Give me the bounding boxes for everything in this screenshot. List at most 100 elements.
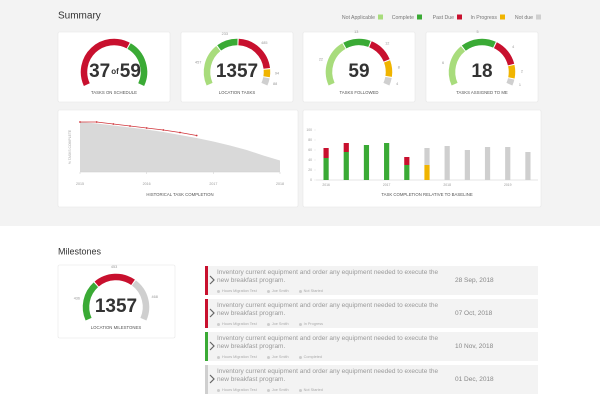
gauge-segment (508, 64, 516, 79)
bar-segment (404, 165, 410, 180)
y-tick-label: 60 (308, 148, 312, 152)
milestone-owner: Joe Smith (267, 322, 289, 326)
y-tick-label: 40 (308, 158, 312, 162)
bar-segment (323, 148, 329, 158)
chevron-icon (209, 341, 215, 351)
gauge-segment-label: 1 (519, 83, 521, 87)
gauge-segment-label: 13 (354, 30, 358, 34)
milestone-project: Hours Migration Test (217, 388, 257, 392)
milestone-date: 10 Nov, 2018 (455, 343, 494, 350)
milestone-status: Not Started (299, 289, 323, 293)
card (425, 31, 539, 103)
legend-label: In Progress (470, 15, 497, 21)
bar-segment (404, 157, 410, 165)
bar-segment (464, 150, 470, 180)
gauge-label: LOCATION TASKS (219, 90, 256, 95)
chevron-icon (209, 374, 215, 384)
gauge-segment (506, 78, 515, 86)
milestone-text: Inventory current equipment and order an… (217, 269, 439, 285)
card (302, 31, 416, 103)
gauge-segment (383, 60, 393, 77)
gauge-segment-label: 5 (476, 30, 478, 34)
gauge-segment-label: 4 (512, 45, 514, 49)
line (80, 121, 197, 136)
gauge-segment-label: 94 (275, 71, 279, 75)
bar-segment (424, 165, 430, 180)
milestone-owner: Joe Smith (267, 388, 289, 392)
milestone-item[interactable]: Inventory current equipment and order an… (205, 332, 538, 361)
y-tick-label: 100 (306, 128, 312, 132)
x-tick-label: 2017 (209, 182, 217, 186)
milestone-project: Hours Migration Test (217, 322, 257, 326)
gauge-segment (94, 273, 135, 287)
chevron[interactable] (208, 341, 216, 351)
legend-swatch (536, 14, 541, 20)
milestone-project: Hours Migration Test (217, 289, 257, 293)
legend-swatch (417, 14, 422, 20)
gauge-segment (343, 38, 371, 49)
milestone-owner: Joe Smith (267, 289, 289, 293)
x-tick-label: 2019 (504, 183, 512, 187)
gauge-segment-label: 233 (222, 32, 228, 36)
gauge-segment (238, 38, 271, 69)
gauge-segment-label: 6 (442, 61, 444, 65)
gauge-segment-label: 485 (261, 41, 267, 45)
chevron[interactable] (208, 275, 216, 285)
milestone-owner: Joe Smith (267, 355, 289, 359)
x-tick-label: 2015 (76, 182, 84, 186)
legend-label: Not Applicable (342, 15, 375, 21)
milestone-date: 01 Dec, 2018 (455, 376, 494, 383)
gauge-segment (261, 77, 270, 86)
gauge-segment (369, 41, 390, 62)
gauge-segment (325, 43, 346, 86)
chevron[interactable] (208, 374, 216, 384)
gauge-segment-label: 8 (398, 66, 400, 70)
milestone-item[interactable]: Inventory current equipment and order an… (205, 365, 538, 394)
milestones-title: Milestones (58, 246, 102, 256)
bar-segment (363, 145, 370, 180)
gauge-segment-label: 88 (273, 82, 277, 86)
gauge-segment (203, 45, 221, 86)
gauge-label: TASKS FOLLOWED (339, 90, 378, 95)
milestone-item[interactable]: Inventory current equipment and order an… (205, 299, 538, 328)
bar-segment (484, 147, 491, 180)
legend-label: Not due (515, 15, 533, 21)
milestone-project: Hours Migration Test (217, 355, 257, 359)
chevron-icon (209, 308, 215, 318)
gauge-label: LOCATION MILESTONES (91, 325, 142, 330)
gauge-value: 59 (348, 61, 369, 82)
gauge-label: TASKS ASSIGNED TO ME (456, 90, 508, 95)
bar-segment (505, 147, 511, 180)
milestone-date: 28 Sep, 2018 (455, 277, 494, 284)
milestone-status: In Progress (299, 322, 323, 326)
gauge-value: 1357 (216, 61, 258, 82)
gauge-value-part: 59 (120, 61, 141, 82)
summary-title: Summary (58, 11, 101, 22)
milestone-item[interactable]: Inventory current equipment and order an… (205, 266, 538, 295)
card (302, 109, 542, 208)
gauge-segment-label: 4 (396, 82, 398, 86)
gauge-value: 18 (471, 61, 492, 82)
x-tick-label: 2016 (322, 183, 330, 187)
gauge-segment-label: 2 (521, 70, 523, 74)
x-tick-label: 2016 (143, 182, 151, 186)
bar-segment (343, 143, 349, 152)
milestone-date: 07 Oct, 2018 (455, 310, 493, 317)
gauge-segment (82, 282, 99, 321)
milestone-text: Inventory current equipment and order an… (217, 302, 439, 318)
chart-title: HISTORICAL TASK COMPLETION (146, 192, 213, 197)
bar-segment (323, 158, 329, 180)
chart-title: TASK COMPLETION RELATIVE TO BASELINE (381, 192, 473, 197)
gauge-segment-label: 468 (152, 295, 158, 299)
gauge-segment (493, 42, 515, 66)
chevron[interactable] (208, 308, 216, 318)
gauge-segment (461, 38, 496, 51)
x-tick-label: 2018 (276, 182, 284, 186)
gauge-value: 37of59 (89, 61, 141, 82)
milestone-meta: Hours Migration Test Joe Smith Completed (217, 355, 332, 359)
legend-swatch (500, 14, 505, 20)
bar-segment (384, 143, 390, 180)
gauge-segment-label: 453 (111, 265, 117, 269)
